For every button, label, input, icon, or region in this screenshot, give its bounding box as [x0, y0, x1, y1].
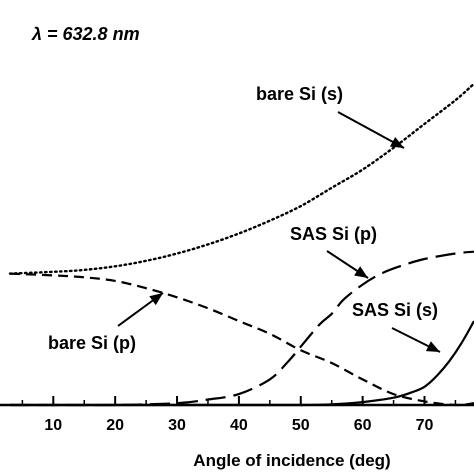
- x-axis-label: Angle of incidence (deg): [193, 451, 390, 470]
- x-tick-label-10: 10: [44, 417, 62, 434]
- annotation-layer: bare Si (s) SAS Si (p) SAS Si (s) bare Si (…: [48, 84, 441, 353]
- x-tick-label-60: 60: [354, 417, 372, 434]
- wavelength-note: λ = 632.8 nm: [31, 24, 140, 44]
- x-tick-label-70: 70: [416, 417, 434, 434]
- x-tick-label-20: 20: [106, 417, 124, 434]
- annotation-sas-si-p: SAS Si (p): [290, 224, 377, 244]
- series-line-bare-si-s: [8, 82, 474, 275]
- annotation-arrowhead-sas-si-p: [354, 266, 368, 278]
- annotation-arrowhead-bare-si-p: [149, 293, 163, 306]
- x-tick-label-50: 50: [292, 417, 310, 434]
- annotation-arrowhead-sas-si-s: [425, 341, 440, 352]
- x-tick-label-40: 40: [230, 417, 248, 434]
- annotation-bare-si-p: bare Si (p): [48, 333, 136, 353]
- series-layer: [8, 82, 474, 407]
- annotation-arrowhead-bare-si-s: [389, 136, 404, 148]
- x-tick-label-30: 30: [168, 417, 186, 434]
- annotation-bare-si-s: bare Si (s): [256, 84, 343, 104]
- x-axis: 10 20 30 40 50 60 70: [0, 396, 474, 434]
- series-line-sas-si-p: [10, 250, 474, 407]
- annotation-sas-si-s: SAS Si (s): [352, 300, 438, 320]
- series-line-bare-si-p: [9, 272, 474, 407]
